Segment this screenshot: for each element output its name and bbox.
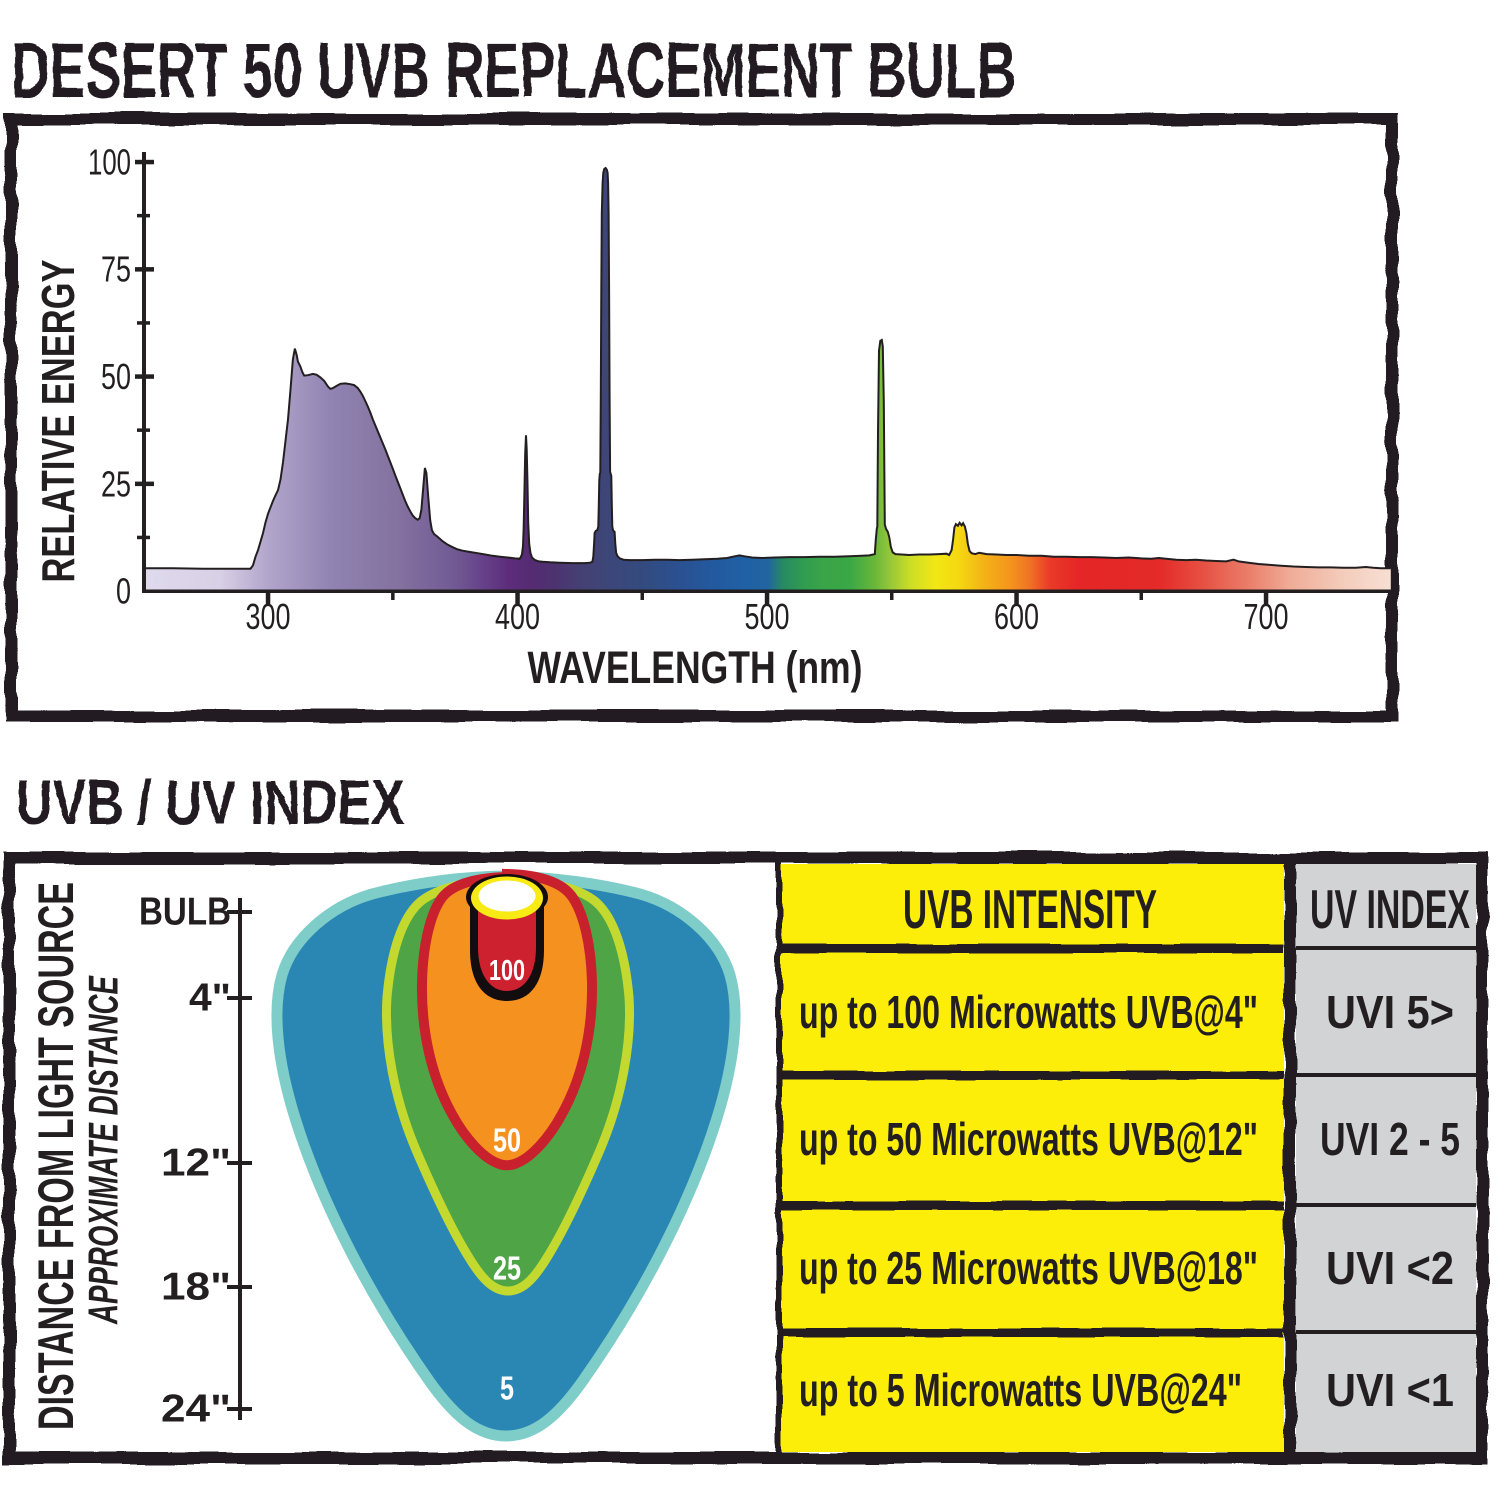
svg-text:DISTANCE FROM LIGHT SOURCE: DISTANCE FROM LIGHT SOURCE xyxy=(28,882,84,1430)
svg-text:UVI <1: UVI <1 xyxy=(1326,1364,1454,1416)
svg-text:UVI 5>: UVI 5> xyxy=(1326,986,1454,1038)
svg-text:up to 50 Microwatts UVB@12": up to 50 Microwatts UVB@12" xyxy=(799,1113,1258,1165)
svg-text:UVB INTENSITY: UVB INTENSITY xyxy=(903,878,1157,940)
svg-text:0: 0 xyxy=(116,571,131,612)
svg-text:WAVELENGTH (nm): WAVELENGTH (nm) xyxy=(528,642,863,693)
svg-text:400: 400 xyxy=(495,596,540,637)
svg-text:UVB / UV INDEX: UVB / UV INDEX xyxy=(16,768,405,838)
svg-text:4": 4" xyxy=(189,977,231,1020)
svg-text:50: 50 xyxy=(101,356,131,397)
svg-text:25: 25 xyxy=(493,1250,521,1287)
svg-text:18": 18" xyxy=(161,1266,231,1309)
svg-text:UVI 2 - 5: UVI 2 - 5 xyxy=(1320,1113,1460,1165)
svg-text:50: 50 xyxy=(493,1122,521,1159)
svg-text:up to 5 Microwatts UVB@24": up to 5 Microwatts UVB@24" xyxy=(799,1364,1242,1416)
svg-text:25: 25 xyxy=(101,463,131,504)
svg-text:600: 600 xyxy=(994,596,1039,637)
svg-text:APPROXIMATE DISTANCE: APPROXIMATE DISTANCE xyxy=(80,975,127,1325)
svg-text:75: 75 xyxy=(101,249,131,290)
svg-text:DESERT 50 UVB REPLACEMENT BULB: DESERT 50 UVB REPLACEMENT BULB xyxy=(11,26,1016,114)
svg-text:UVI <2: UVI <2 xyxy=(1326,1242,1454,1294)
svg-text:300: 300 xyxy=(246,596,291,637)
svg-text:500: 500 xyxy=(745,596,790,637)
svg-text:100: 100 xyxy=(88,142,131,183)
svg-text:BULB: BULB xyxy=(139,891,231,934)
svg-text:24": 24" xyxy=(161,1388,231,1431)
svg-text:RELATIVE ENERGY: RELATIVE ENERGY xyxy=(32,260,84,583)
svg-text:up to 100 Microwatts UVB@4": up to 100 Microwatts UVB@4" xyxy=(799,986,1258,1038)
svg-text:5: 5 xyxy=(500,1370,514,1407)
svg-text:up to 25 Microwatts UVB@18": up to 25 Microwatts UVB@18" xyxy=(799,1242,1258,1294)
svg-text:100: 100 xyxy=(489,955,525,987)
svg-text:12": 12" xyxy=(161,1142,231,1185)
svg-text:700: 700 xyxy=(1244,596,1289,637)
svg-text:UV INDEX: UV INDEX xyxy=(1310,878,1470,940)
